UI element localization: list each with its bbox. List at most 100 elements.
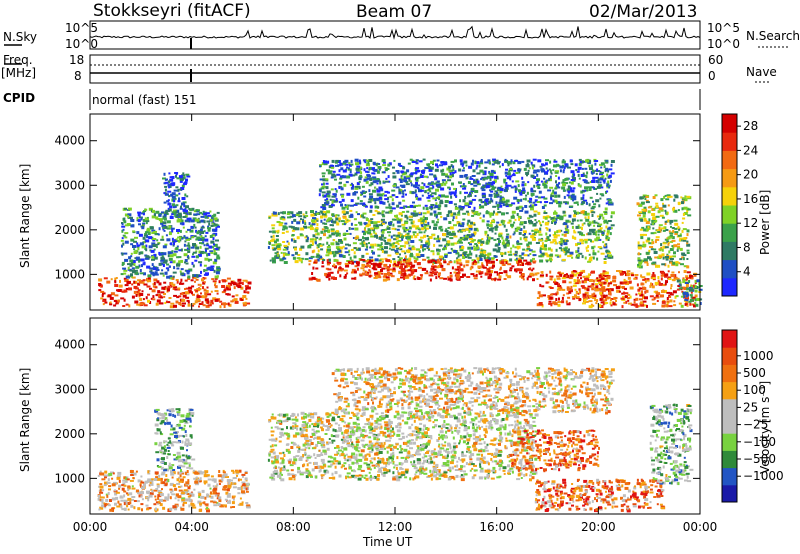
range-cell: [115, 277, 118, 279]
range-cell: [494, 190, 498, 193]
range-cell: [569, 274, 574, 278]
range-cell: [204, 503, 209, 506]
range-cell: [576, 211, 579, 215]
range-cell: [468, 165, 473, 169]
range-cell: [164, 286, 167, 290]
range-cell: [646, 279, 650, 282]
range-cell: [291, 238, 293, 242]
range-cell: [355, 167, 360, 171]
range-cell: [376, 193, 381, 197]
range-cell: [640, 236, 644, 240]
range-cell: [360, 166, 362, 169]
range-cell: [475, 244, 478, 248]
range-cell: [451, 230, 455, 233]
range-cell: [658, 224, 663, 227]
range-cell: [323, 218, 326, 221]
range-cell: [598, 184, 603, 188]
range-cell: [509, 168, 513, 170]
range-cell: [427, 237, 430, 241]
range-cell: [689, 294, 693, 297]
range-cell: [681, 201, 684, 205]
range-cell: [328, 165, 333, 169]
range-cell: [343, 269, 348, 272]
range-cell: [138, 258, 143, 262]
range-cell: [478, 255, 482, 259]
range-cell: [638, 211, 643, 214]
range-cell: [450, 191, 455, 195]
range-cell: [444, 245, 447, 248]
range-cell: [541, 206, 545, 209]
range-cell: [123, 217, 126, 221]
range-cell: [125, 275, 130, 279]
range-cell: [330, 242, 335, 246]
range-cell: [405, 228, 409, 231]
range-cell: [377, 276, 382, 279]
range-cell: [343, 213, 347, 216]
range-cell: [641, 211, 644, 215]
range-cell: [452, 168, 455, 172]
range-cell: [309, 224, 313, 228]
range-cell: [188, 268, 193, 272]
range-cell: [432, 159, 436, 162]
range-cell: [668, 305, 673, 308]
range-cell: [163, 295, 166, 298]
range-cell: [650, 282, 652, 286]
range-cell: [545, 281, 549, 284]
range-cell: [587, 260, 592, 263]
range-cell: [186, 270, 191, 273]
range-cell: [437, 274, 441, 277]
range-cell: [583, 222, 586, 225]
range-cell: [678, 228, 681, 231]
range-cell: [604, 278, 608, 282]
range-cell: [544, 240, 548, 242]
range-cell: [181, 237, 184, 240]
range-cell: [673, 198, 676, 202]
range-cell: [133, 248, 136, 251]
range-cell: [370, 245, 375, 249]
range-cell: [511, 174, 516, 177]
range-cell: [553, 235, 558, 239]
range-cell: [398, 191, 402, 195]
range-cell: [653, 221, 656, 225]
range-cell: [203, 230, 206, 233]
range-cell: [561, 186, 566, 190]
range-cell: [120, 239, 124, 242]
range-cell: [578, 271, 583, 274]
range-cell: [669, 296, 672, 298]
range-cell: [132, 245, 136, 248]
range-cell: [495, 212, 499, 216]
range-cell: [271, 213, 275, 217]
range-cell: [153, 256, 158, 260]
range-cell: [592, 279, 595, 283]
range-cell: [470, 273, 475, 276]
range-cell: [525, 164, 530, 168]
range-cell: [493, 171, 496, 174]
range-cell: [492, 248, 497, 252]
range-cell: [453, 224, 457, 227]
range-cell: [593, 287, 597, 290]
range-cell: [469, 238, 474, 240]
range-cell: [472, 159, 474, 163]
range-cell: [418, 250, 421, 254]
range-cell: [173, 212, 177, 216]
range-cell: [164, 302, 167, 304]
range-cell: [651, 274, 656, 278]
range-cell: [550, 172, 553, 175]
range-cell: [422, 206, 425, 210]
range-cell: [107, 491, 110, 495]
range-cell: [679, 238, 681, 242]
range-cell: [649, 246, 654, 248]
range-cell: [179, 178, 184, 181]
range-cell: [184, 193, 187, 197]
range-cell: [564, 253, 567, 256]
range-cell: [581, 255, 584, 259]
range-cell: [182, 183, 187, 186]
range-cell: [520, 257, 524, 260]
range-cell: [165, 192, 168, 195]
range-cell: [326, 273, 330, 277]
range-cell: [291, 234, 295, 236]
range-cell: [322, 175, 325, 178]
range-cell: [662, 256, 665, 260]
range-cell: [469, 176, 472, 179]
range-cell: [436, 180, 440, 183]
